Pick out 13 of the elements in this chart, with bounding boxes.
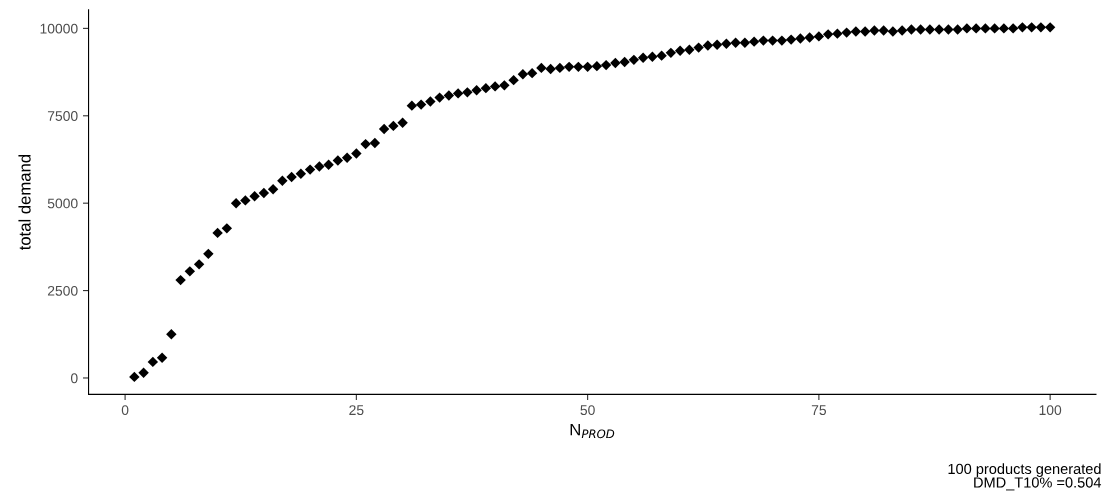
x-axis-title: N$_{PROD}$ — [570, 423, 615, 439]
x-tick-label: 50 — [580, 405, 595, 416]
x-tick-label: 75 — [811, 405, 827, 416]
x-tick-label: 100 — [1039, 405, 1062, 416]
x-tick-label: 0 — [121, 405, 129, 416]
y-axis-title: total demand — [18, 155, 31, 251]
text: 100 products generated DMD_T10% =0.504 — [948, 463, 1102, 491]
y-tick-label: 5000 — [47, 198, 78, 209]
y-tick-label: 2500 — [47, 285, 78, 296]
y-tick-label: 0 — [70, 373, 78, 384]
y-tick-label: 7500 — [47, 111, 78, 121]
x-tick-label: 25 — [349, 405, 364, 416]
y-tick-label: 10000 — [40, 23, 78, 34]
